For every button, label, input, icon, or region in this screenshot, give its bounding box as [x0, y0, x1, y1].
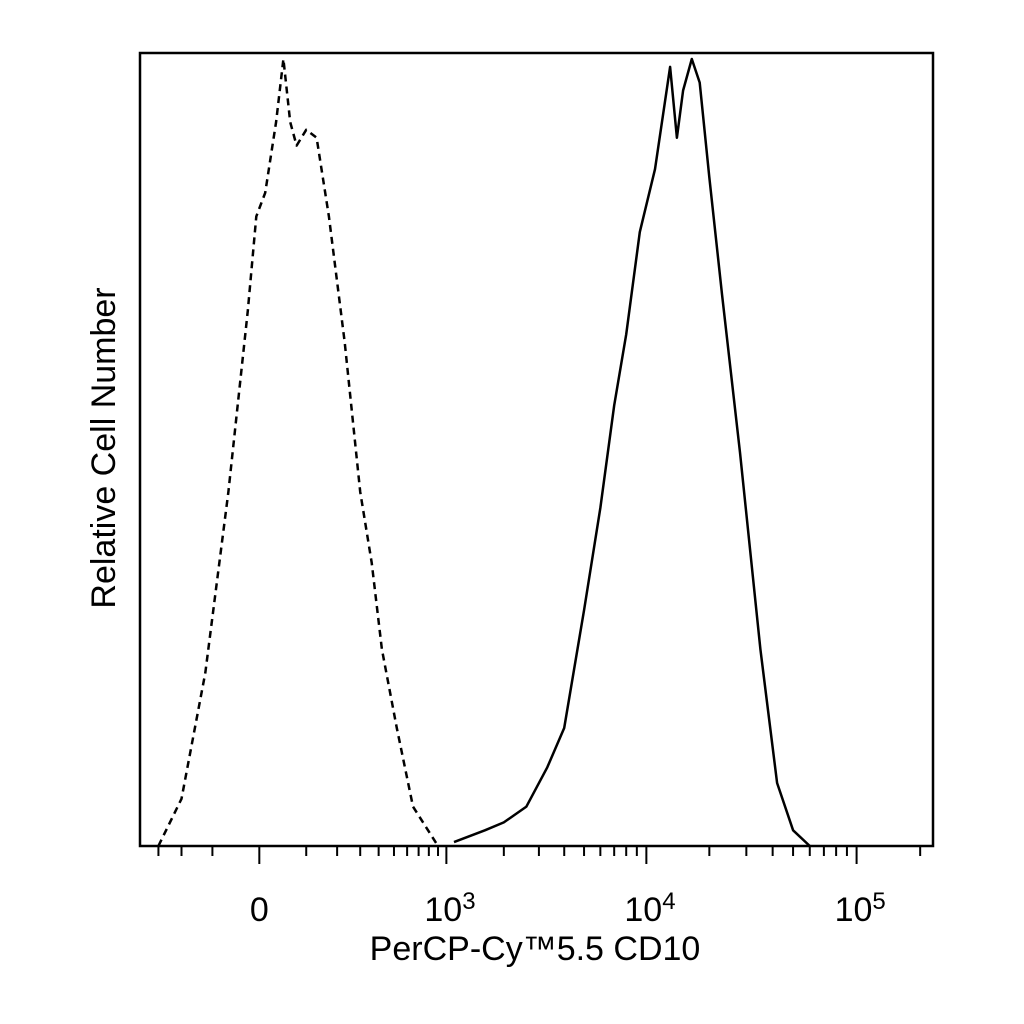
series-layer: [157, 57, 811, 847]
x-tick-label: 0: [250, 891, 269, 929]
plot-frame: [138, 51, 935, 848]
x-tick-label: 103: [424, 888, 475, 929]
x-axis-tick-labels: 0 103 104 105: [250, 888, 886, 929]
x-tick-label: 104: [624, 888, 675, 929]
x-tick-label: 105: [835, 888, 886, 929]
y-axis-label: Relative Cell Number: [85, 287, 123, 608]
x-axis-label: PerCP-Cy™5.5 CD10: [370, 930, 701, 968]
series-line-solid: [453, 57, 811, 847]
series-line-dashed: [157, 57, 440, 847]
x-axis-ticks: [157, 846, 922, 864]
